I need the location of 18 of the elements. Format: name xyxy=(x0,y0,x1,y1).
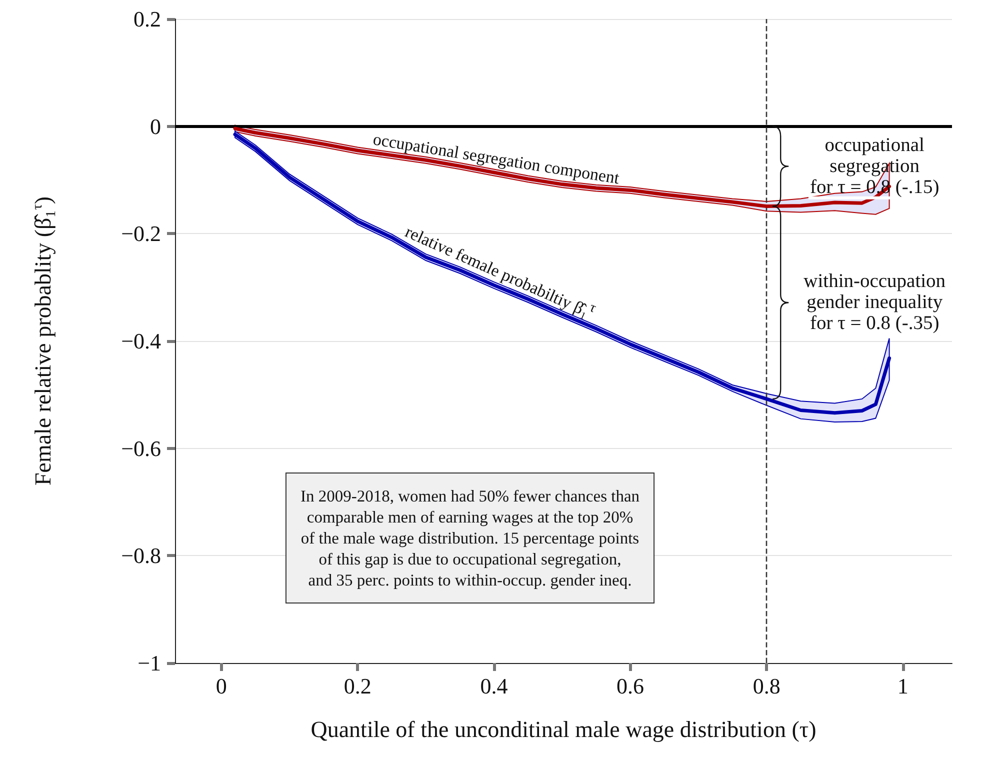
y-tick-label: −0.6 xyxy=(121,436,161,461)
x-tick-label: 0.2 xyxy=(344,674,372,698)
annotation: within-occupation gender inequality for τ = 0.8 (-.35) xyxy=(804,271,946,334)
y-tick-label: 0 xyxy=(150,114,161,139)
x-axis-title: Quantile of the unconditinal male wage distribution (τ) xyxy=(310,717,816,742)
y-tick-label: −1 xyxy=(138,650,161,676)
y-axis-title: Female relative probablity (β̂₁τ) xyxy=(30,196,56,486)
y-tick-label: −0.8 xyxy=(121,543,161,568)
x-tick-label: 1 xyxy=(897,674,908,698)
x-tick-label: 0.6 xyxy=(616,674,644,698)
text: occupational segregation component xyxy=(372,130,621,188)
annotation: In 2009-2018, women had 50% fewer chances than comparable men of earning wages at the top 20% of the male wage distribution. 15 percentage points of this gap is due to occupational segregation, and 35 perc. points to within-occup. gender ineq. xyxy=(300,486,640,590)
y-tick-label: −0.2 xyxy=(121,221,161,246)
y-tick-label: 0.2 xyxy=(134,6,161,32)
x-tick-label: 0.4 xyxy=(480,674,508,698)
x-tick-label: 0 xyxy=(216,674,227,698)
y-tick-label: −0.4 xyxy=(121,328,161,354)
x-tick-label: 0.8 xyxy=(752,674,780,698)
